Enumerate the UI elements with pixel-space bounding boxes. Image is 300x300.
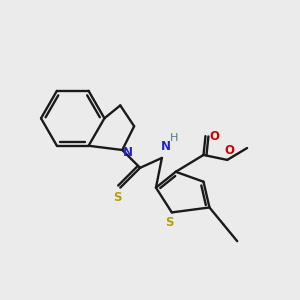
Text: H: H [169,133,178,143]
Text: O: O [224,143,234,157]
Text: N: N [123,146,133,160]
Text: O: O [209,130,219,142]
Text: S: S [166,216,174,229]
Text: N: N [161,140,171,152]
Text: S: S [113,191,122,204]
